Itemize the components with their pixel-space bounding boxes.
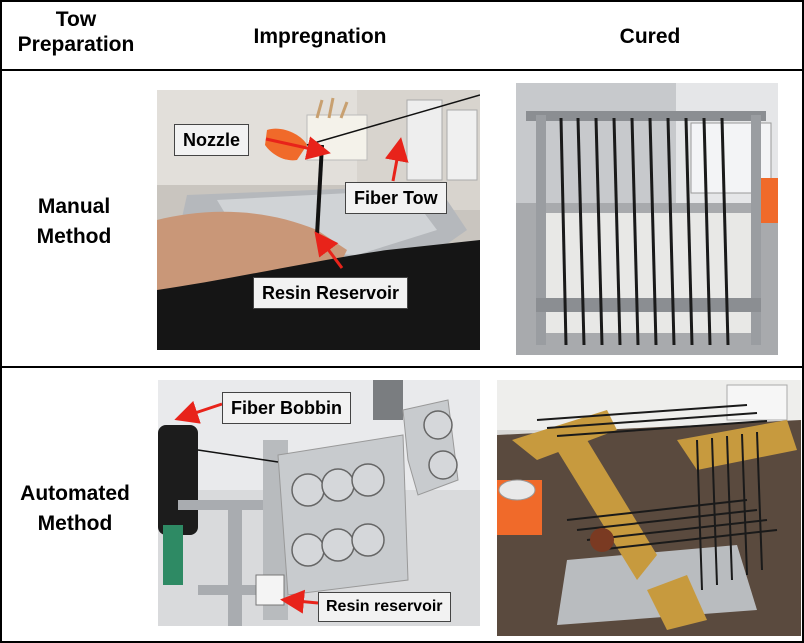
header-impregnation: Impregnation	[253, 25, 387, 48]
arrow-nozzle	[265, 136, 331, 160]
header-tow-preparation: Tow Preparation	[8, 7, 144, 57]
callout-resin-reservoir-manual: Resin Reservoir	[253, 277, 409, 309]
arrow-fiber-bobbin	[174, 400, 223, 424]
photo-automated-cured	[497, 380, 801, 636]
header-tow-preparation-line1: Tow	[55, 8, 97, 31]
photo-manual-cured	[516, 83, 778, 355]
row-label-automated-method: Automated Method	[2, 479, 148, 539]
row-label-automated-line2: Method	[37, 512, 113, 535]
callout-nozzle: Nozzle	[174, 124, 250, 156]
header-cured: Cured	[619, 25, 681, 48]
callout-fiber-tow: Fiber Tow	[345, 182, 447, 214]
callout-fiber-bobbin: Fiber Bobbin	[222, 392, 351, 424]
header-tow-preparation-line2: Preparation	[17, 33, 135, 56]
arrow-fiber-tow	[384, 137, 409, 182]
row-label-manual-method: Manual Method	[4, 192, 144, 252]
arrow-resin-reservoir-auto	[280, 589, 319, 614]
callout-resin-reservoir-auto: Resin reservoir	[318, 592, 451, 622]
row-label-automated-line1: Automated	[20, 482, 130, 505]
row-label-manual-line1: Manual	[37, 195, 111, 218]
row-label-manual-line2: Method	[36, 225, 112, 248]
arrow-resin-reservoir-manual	[314, 231, 344, 269]
